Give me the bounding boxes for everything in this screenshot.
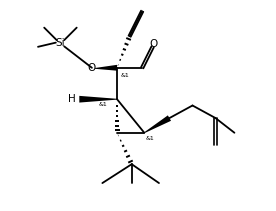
Text: O: O	[88, 63, 96, 73]
Text: &1: &1	[99, 102, 108, 107]
Text: Si: Si	[56, 38, 65, 48]
Text: &1: &1	[120, 73, 129, 78]
Polygon shape	[79, 96, 117, 103]
Polygon shape	[95, 65, 117, 71]
Text: O: O	[150, 39, 158, 49]
Polygon shape	[144, 115, 171, 133]
Text: &1: &1	[145, 136, 154, 141]
Text: H: H	[68, 94, 76, 104]
